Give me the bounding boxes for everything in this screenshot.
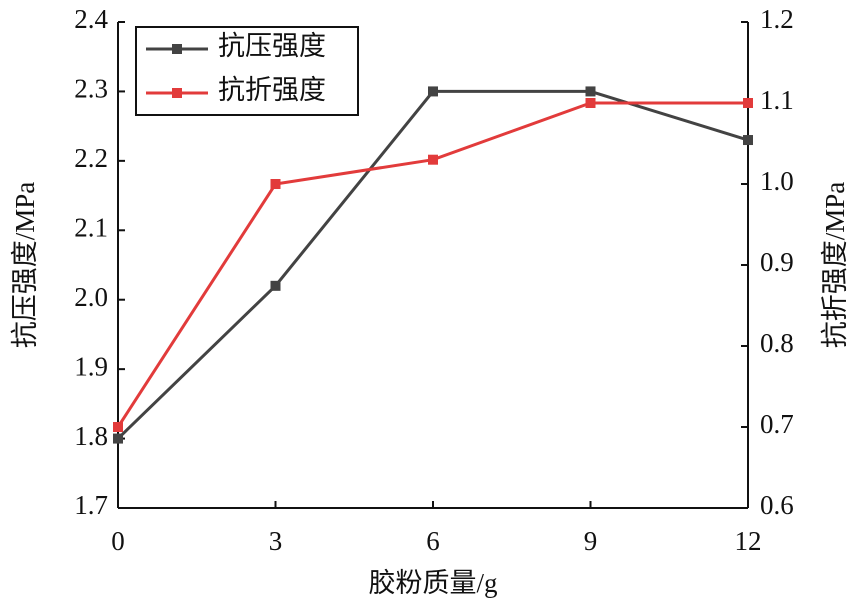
y-tick-label: 1.8: [74, 421, 108, 451]
legend-label: 抗折强度: [218, 75, 326, 105]
marker: [428, 154, 438, 165]
marker: [113, 422, 123, 432]
marker: [585, 98, 596, 108]
y2-tick-label: 1.1: [760, 85, 794, 115]
x-tick-label: 0: [111, 526, 125, 556]
x-axis-label: 胶粉质量/g: [368, 568, 497, 598]
legend-label: 抗压强度: [218, 31, 326, 61]
y-tick-label: 2.2: [74, 143, 108, 173]
marker: [113, 433, 123, 444]
y2-tick-label: 0.7: [760, 409, 794, 439]
x-tick-label: 9: [584, 526, 598, 556]
y-tick-label: 2.0: [74, 282, 108, 312]
marker: [270, 179, 281, 189]
marker: [585, 86, 596, 97]
marker: [743, 98, 753, 108]
y-axis-label: 抗压强度/MPa: [10, 182, 40, 349]
y-tick-label: 1.7: [74, 490, 108, 520]
x-tick-label: 6: [426, 526, 440, 556]
y2-axis-label: 抗折强度/MPa: [820, 182, 850, 349]
y-tick-label: 2.4: [74, 4, 108, 34]
y-tick-label: 2.3: [74, 74, 108, 104]
x-tick-label: 12: [735, 526, 762, 556]
legend-marker: [172, 44, 182, 54]
y-tick-label: 2.1: [74, 212, 108, 242]
marker: [270, 280, 281, 291]
y2-tick-label: 1.0: [760, 166, 794, 196]
series-line: [116, 89, 749, 440]
y2-tick-label: 1.2: [760, 4, 794, 34]
y2-tick-label: 0.9: [760, 247, 794, 277]
y2-tick-label: 0.8: [760, 328, 794, 358]
marker: [743, 135, 753, 146]
y2-tick-label: 0.6: [760, 490, 794, 520]
marker: [428, 86, 438, 97]
x-tick-label: 3: [269, 526, 283, 556]
legend-marker: [172, 88, 182, 98]
y-tick-label: 1.9: [74, 351, 108, 381]
series-line: [116, 101, 748, 428]
legend-box: [135, 26, 359, 116]
